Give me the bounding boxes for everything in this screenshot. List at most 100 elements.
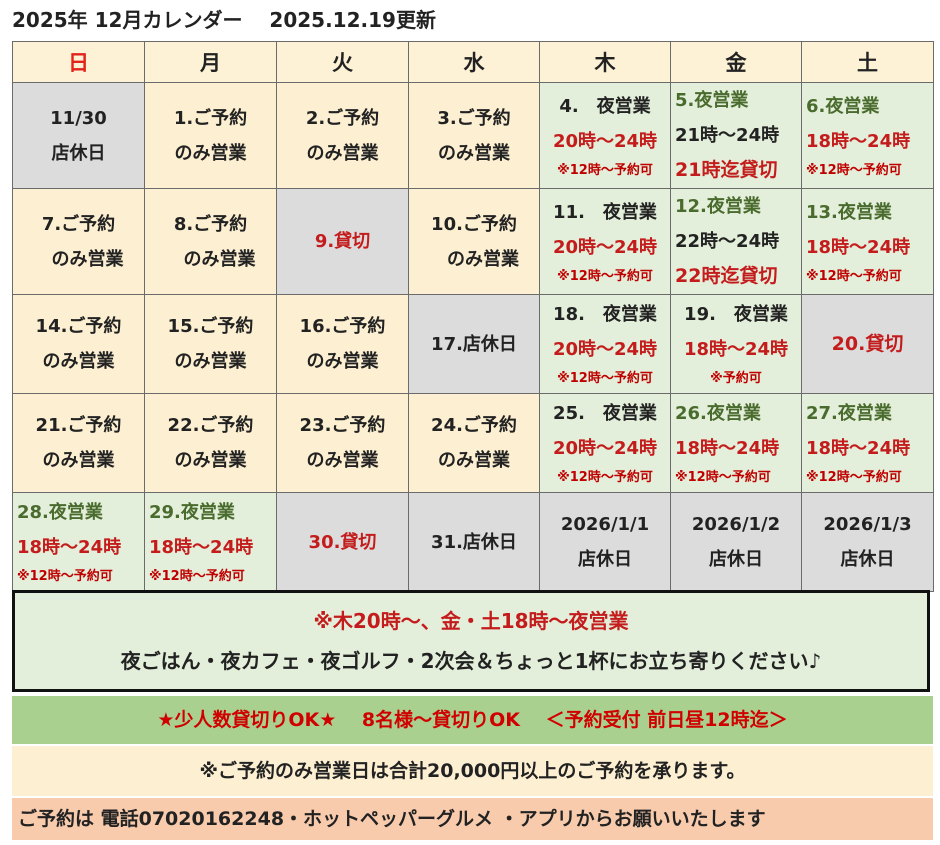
calendar-day-cell: 2026/1/2 店休日 <box>670 492 802 592</box>
day-line: のみ営業 <box>33 248 124 270</box>
day-line: 店休日 <box>840 549 895 570</box>
day-line: 22.ご予約 <box>167 415 254 436</box>
weekday-header-row: 日 月 火 水 木 金 土 <box>12 41 934 83</box>
calendar-day-cell: 28.夜営業 18時～24時 ※12時～予約可 <box>12 492 145 592</box>
calendar-week-row: 21.ご予約 のみ営業 22.ご予約 のみ営業 23.ご予約 のみ営業 24.ご予約 のみ営業… <box>12 393 934 493</box>
night-business-info: ※木20時～、金・土18時～夜営業 夜ごはん・夜カフェ・夜ゴルフ・2次会＆ちょっ… <box>12 590 930 692</box>
calendar-body: 11/30 店休日 1.ご予約 のみ営業 2.ご予約 のみ営業 3.ご予約 のみ営業 4. 夜営… <box>12 82 934 592</box>
day-line: 11. 夜営業 <box>553 201 657 223</box>
day-line: ※12時～予約可 <box>806 470 902 485</box>
calendar-week-row: 14.ご予約 のみ営業 15.ご予約 のみ営業 16.ご予約 のみ営業 17.店休日 18. … <box>12 294 934 394</box>
weekday-sun: 日 <box>12 41 145 83</box>
private-rental-banner: ★少人数貸切りOK★ 8名様～貸切りOK ＜予約受付 前日昼12時迄＞ <box>12 696 933 744</box>
calendar-day-cell: 16.ご予約 のみ営業 <box>276 294 409 394</box>
day-line: 18時～24時 <box>17 537 122 558</box>
day-line: 17.店休日 <box>431 333 517 355</box>
day-line: ※12時～予約可 <box>17 569 113 584</box>
reservation-contact: ご予約は 電話07020162248・ホットペッパーグルメ ・アプリからお願いい… <box>12 798 933 840</box>
calendar-table: 日 月 火 水 木 金 土 11/30 店休日 1.ご予約 のみ営業 2.ご予約 のみ営業… <box>12 41 934 592</box>
day-line: 26.夜営業 <box>675 403 761 424</box>
day-line: 18時～24時 <box>806 438 911 459</box>
day-line: 6.夜営業 <box>806 95 880 117</box>
day-line: 14.ご予約 <box>35 316 122 337</box>
day-line: 19. 夜営業 <box>684 304 788 325</box>
calendar-day-cell: 11. 夜営業 20時～24時 ※12時～予約可 <box>539 188 671 295</box>
day-line: 18時～24時 <box>683 339 789 360</box>
calendar-day-cell: 18. 夜営業 20時～24時 ※12時～予約可 <box>539 294 671 394</box>
calendar-day-cell: 23.ご予約 のみ営業 <box>276 393 409 493</box>
day-line: 4. 夜営業 <box>559 95 651 117</box>
day-line: 23.ご予約 <box>299 415 386 436</box>
calendar-day-cell: 27.夜営業 18時～24時 ※12時～予約可 <box>801 393 934 493</box>
calendar-week-row: 11/30 店休日 1.ご予約 のみ営業 2.ご予約 のみ営業 3.ご予約 のみ営業 4. 夜営… <box>12 82 934 189</box>
day-line: ※12時～予約可 <box>149 569 245 584</box>
day-line: 店休日 <box>709 549 763 570</box>
day-line: のみ営業 <box>42 351 115 372</box>
day-line: のみ営業 <box>165 248 256 270</box>
day-line: 24.ご予約 <box>431 415 517 436</box>
night-hours-note: ※木20時～、金・土18時～夜営業 <box>313 609 629 633</box>
calendar-day-cell: 10.ご予約 のみ営業 <box>408 188 540 295</box>
day-line: 10.ご予約 <box>431 213 517 235</box>
day-line: 21時～24時 <box>675 125 780 146</box>
day-line: のみ営業 <box>306 450 379 471</box>
day-line: 18時～24時 <box>675 438 780 459</box>
day-line: 20時～24時 <box>552 339 658 360</box>
day-line: 25. 夜営業 <box>553 403 657 424</box>
calendar-title: 2025年 12月カレンダー 2025.12.19更新 <box>12 8 436 32</box>
day-line: 21時迄貸切 <box>675 159 778 181</box>
day-line: のみ営業 <box>306 351 379 372</box>
day-line: 20時～24時 <box>552 438 658 459</box>
calendar-day-cell: 30.貸切 <box>276 492 409 592</box>
day-line: 7.ご予約 <box>41 213 116 235</box>
day-line: 5.夜営業 <box>675 90 749 111</box>
day-line: 30.貸切 <box>308 531 377 553</box>
day-line: のみ営業 <box>438 450 510 471</box>
calendar-day-cell: 19. 夜営業 18時～24時 ※予約可 <box>670 294 802 394</box>
day-line: ※予約可 <box>710 371 762 386</box>
calendar-day-cell: 17.店休日 <box>408 294 540 394</box>
calendar-day-cell: 6.夜営業 18時～24時 ※12時～予約可 <box>801 82 934 189</box>
day-line: 28.夜営業 <box>17 502 103 523</box>
calendar-day-cell: 3.ご予約 のみ営業 <box>408 82 540 189</box>
day-line: 21.ご予約 <box>35 415 122 436</box>
calendar-week-row: 7.ご予約 のみ営業 8.ご予約 のみ営業 9.貸切 10.ご予約 のみ営業 11. 夜… <box>12 188 934 295</box>
day-line: 18. 夜営業 <box>553 304 657 325</box>
calendar-day-cell: 31.店休日 <box>408 492 540 592</box>
day-line: 27.夜営業 <box>806 403 892 424</box>
calendar-day-cell: 1.ご予約のみ営業 <box>144 82 277 189</box>
day-line: 1.ご予約 <box>173 107 248 129</box>
day-line: のみ営業 <box>429 248 519 270</box>
calendar-day-cell: 22.ご予約 のみ営業 <box>144 393 277 493</box>
night-uses-note: 夜ごはん・夜カフェ・夜ゴルフ・2次会＆ちょっと1杯にお立ち寄りください♪ <box>120 649 822 673</box>
day-line: のみ営業 <box>174 450 247 471</box>
day-line: のみ営業 <box>174 142 247 164</box>
calendar-day-cell: 15.ご予約 のみ営業 <box>144 294 277 394</box>
calendar-day-cell: 29.夜営業 18時～24時 ※12時～予約可 <box>144 492 277 592</box>
day-line: 22時～24時 <box>675 231 780 252</box>
calendar-week-row: 28.夜営業 18時～24時 ※12時～予約可 29.夜営業 18時～24時 ※12時～予… <box>12 492 934 592</box>
calendar-day-cell: 5.夜営業 21時～24時 21時迄貸切 <box>670 82 802 189</box>
day-line: 店休日 <box>578 549 632 570</box>
calendar-day-cell: 13.夜営業 18時～24時 ※12時～予約可 <box>801 188 934 295</box>
day-line: 18時～24時 <box>806 236 911 258</box>
calendar-day-cell: 25. 夜営業 20時～24時 ※12時～予約可 <box>539 393 671 493</box>
day-line: 3.ご予約 <box>437 107 511 129</box>
calendar-day-cell: 21.ご予約 のみ営業 <box>12 393 145 493</box>
calendar-day-cell: 24.ご予約 のみ営業 <box>408 393 540 493</box>
calendar-day-cell: 4. 夜営業 20時～24時 ※12時～予約可 <box>539 82 671 189</box>
calendar-day-cell: 20.貸切 <box>801 294 934 394</box>
weekday-thu: 木 <box>539 41 671 83</box>
day-line: ※12時～予約可 <box>557 470 653 485</box>
calendar-day-cell: 12.夜営業 22時～24時 22時迄貸切 <box>670 188 802 295</box>
day-line: 18時～24時 <box>806 130 911 152</box>
day-line: 16.ご予約 <box>299 316 386 337</box>
day-line: 15.ご予約 <box>167 316 254 337</box>
day-line: ※12時～予約可 <box>806 162 902 178</box>
day-line: のみ営業 <box>174 351 247 372</box>
calendar-day-cell: 2.ご予約 のみ営業 <box>276 82 409 189</box>
day-line: 11/30 <box>50 107 107 129</box>
day-line: 2.ご予約 <box>305 107 380 129</box>
day-line: 店休日 <box>51 142 106 164</box>
